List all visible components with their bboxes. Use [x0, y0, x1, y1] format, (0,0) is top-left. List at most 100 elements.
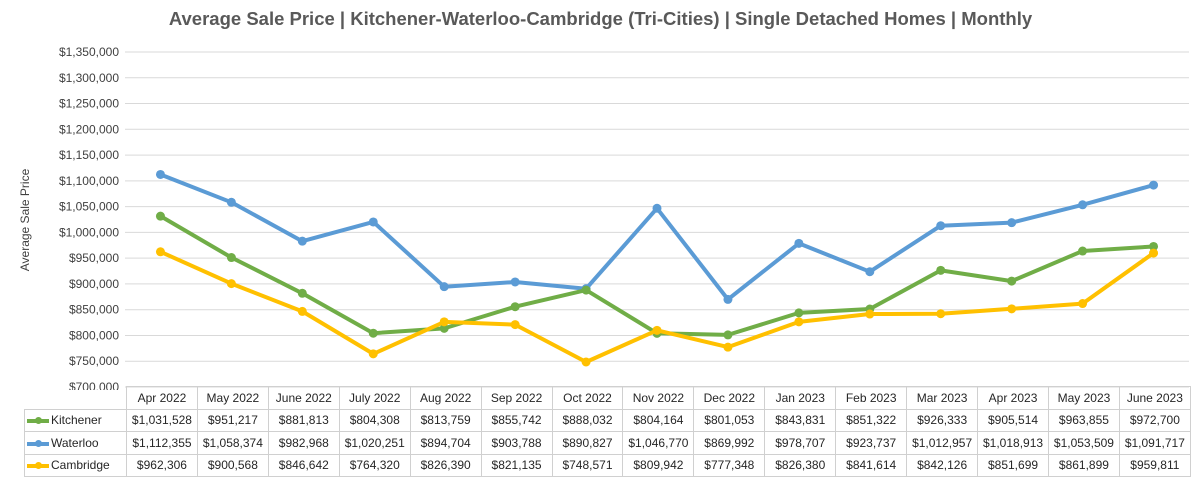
x-tick-label: Apr 2023 [977, 386, 1049, 410]
data-point-waterloo [936, 221, 946, 231]
data-label: $905,514 [977, 408, 1049, 432]
data-label: $813,759 [409, 408, 482, 432]
y-tick-label: $1,050,000 [59, 200, 119, 214]
data-point-cambridge [723, 342, 733, 352]
data-label: $861,899 [1047, 453, 1120, 477]
data-label: $890,827 [551, 431, 624, 455]
data-point-cambridge [297, 306, 307, 316]
data-table: Apr 2022 May 2022 June 2022 July 2022 Aug 20… [24, 386, 1191, 477]
series-line-cambridge [158, 249, 1156, 364]
data-point-kitchener [297, 288, 307, 298]
data-point-waterloo [226, 197, 236, 207]
data-label: $842,126 [906, 453, 979, 477]
data-point-kitchener [1149, 241, 1159, 251]
data-label: $855,742 [480, 408, 553, 432]
y-tick-label: $850,000 [69, 303, 119, 317]
y-axis-label: Average Sale Price [18, 168, 32, 271]
data-point-kitchener [936, 265, 946, 275]
legend-entry-kitchener: Kitchener [24, 408, 127, 432]
table-row-waterloo: Waterloo $1,112,355 $1,058,374 $982,968 $1,0… [24, 431, 1191, 455]
y-tick-label: $750,000 [69, 354, 119, 368]
data-point-waterloo [368, 217, 378, 227]
data-label: $851,699 [977, 453, 1049, 477]
data-label: $846,642 [267, 453, 340, 477]
data-label: $972,700 [1118, 408, 1191, 432]
data-point-waterloo [155, 169, 165, 179]
data-point-cambridge [155, 247, 165, 257]
table-row-cambridge: Cambridge $962,306 $900,568 $846,642 $764,32… [24, 453, 1191, 477]
data-label: $764,320 [338, 453, 411, 477]
data-label: $900,568 [196, 453, 269, 477]
data-label: $1,031,528 [126, 408, 198, 432]
legend-key-icon [27, 417, 49, 425]
data-point-cambridge [439, 317, 449, 327]
x-tick-label: Jan 2023 [764, 386, 837, 410]
data-label: $951,217 [196, 408, 269, 432]
chart-title: Average Sale Price | Kitchener-Waterloo-… [168, 8, 1033, 29]
data-label: $851,322 [835, 408, 908, 432]
x-tick-label: May 2022 [196, 386, 269, 410]
data-point-cambridge [1007, 304, 1017, 314]
x-tick-label: Oct 2022 [551, 386, 624, 410]
data-point-kitchener [439, 323, 449, 333]
data-label: $804,308 [338, 408, 411, 432]
data-point-kitchener [1078, 246, 1088, 256]
data-point-cambridge [936, 309, 946, 319]
data-label: $962,306 [126, 453, 198, 477]
data-label: $982,968 [267, 431, 340, 455]
data-point-waterloo [1149, 180, 1159, 190]
data-point-cambridge [226, 279, 236, 289]
data-label: $959,811 [1118, 453, 1191, 477]
data-point-waterloo [1007, 218, 1017, 228]
legend-label: Cambridge [51, 458, 110, 473]
x-tick-label: Mar 2023 [906, 386, 979, 410]
data-label: $801,053 [693, 408, 766, 432]
y-tick-label: $1,350,000 [59, 45, 119, 59]
legend-label: Waterloo [51, 435, 99, 450]
data-point-waterloo [1078, 200, 1088, 210]
data-point-waterloo [794, 238, 804, 248]
legend-key-icon [27, 439, 49, 447]
legend-entry-waterloo: Waterloo [24, 431, 127, 455]
y-tick-label: $1,100,000 [59, 174, 119, 188]
data-label: $826,380 [764, 453, 837, 477]
x-tick-label: Dec 2022 [693, 386, 766, 410]
data-point-kitchener [226, 253, 236, 263]
data-label: $1,012,957 [906, 431, 979, 455]
data-label: $1,058,374 [196, 431, 269, 455]
data-point-waterloo [297, 236, 307, 246]
x-tick-label: Apr 2022 [126, 386, 198, 410]
x-tick-label: June 2023 [1118, 386, 1191, 410]
data-label: $826,390 [409, 453, 482, 477]
legend-label: Kitchener [51, 413, 102, 428]
data-label: $804,164 [622, 408, 695, 432]
data-point-cambridge [794, 317, 804, 327]
y-tick-label: $900,000 [69, 277, 119, 291]
data-label: $1,018,913 [977, 431, 1049, 455]
data-label: $903,788 [480, 431, 553, 455]
x-tick-label: July 2022 [338, 386, 411, 410]
y-tick-label: $1,300,000 [59, 71, 119, 85]
data-point-waterloo [723, 294, 733, 304]
data-point-waterloo [510, 277, 520, 287]
data-label: $841,614 [835, 453, 908, 477]
data-point-kitchener [1007, 276, 1017, 286]
data-label: $894,704 [409, 431, 482, 455]
x-tick-label: May 2023 [1047, 386, 1120, 410]
data-label: $809,942 [622, 453, 695, 477]
data-label: $888,032 [551, 408, 624, 432]
x-tick-label: Nov 2022 [622, 386, 695, 410]
data-point-waterloo [652, 203, 662, 213]
data-label: $869,992 [693, 431, 766, 455]
y-tick-label: $1,000,000 [59, 225, 119, 239]
table-row-kitchener: Kitchener $1,031,528 $951,217 $881,813 $804,… [24, 408, 1191, 432]
x-tick-label: June 2022 [267, 386, 340, 410]
data-label: $963,855 [1047, 408, 1120, 432]
y-tick-label: $950,000 [69, 251, 119, 265]
data-point-kitchener [510, 302, 520, 312]
data-point-kitchener [581, 285, 591, 295]
data-point-cambridge [581, 357, 591, 367]
data-label: $777,348 [693, 453, 766, 477]
data-point-waterloo [439, 282, 449, 292]
y-tick-label: $800,000 [69, 328, 119, 342]
